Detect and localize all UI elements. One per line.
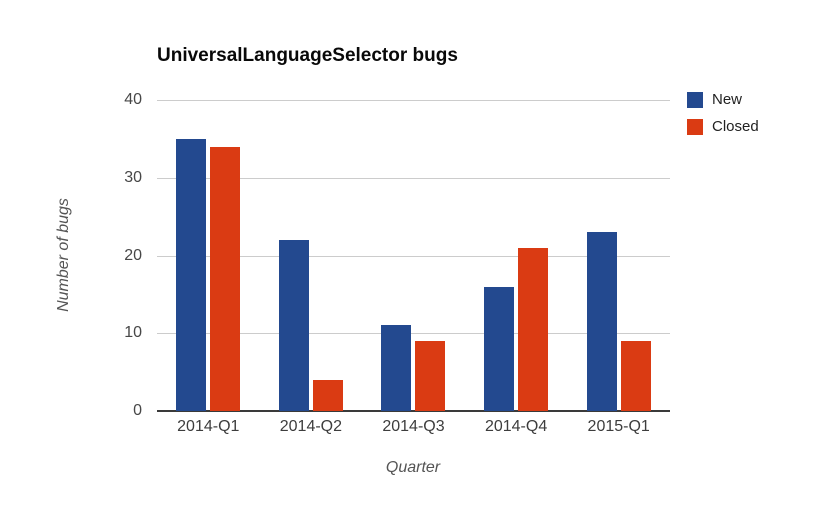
y-tick-label-40: 40	[124, 91, 142, 108]
bar-new-2014-Q1	[176, 138, 207, 411]
legend: New Closed	[687, 91, 759, 145]
x-tick-label-2014-Q2: 2014-Q2	[279, 418, 343, 435]
gridline-40	[157, 100, 670, 101]
gridline-20	[157, 255, 670, 257]
y-tick-label-0: 0	[133, 402, 142, 419]
bar-closed-2014-Q2	[312, 379, 343, 411]
x-axis-title: Quarter	[385, 459, 441, 476]
bar-new-2014-Q3	[381, 325, 412, 411]
bar-new-2014-Q4	[484, 286, 515, 411]
gridline-30	[157, 177, 670, 179]
chart-title: UniversalLanguageSelector bugs	[157, 45, 458, 66]
bar-closed-2014-Q1	[210, 146, 241, 411]
legend-item-new: New	[687, 91, 759, 108]
y-tick-label-20: 20	[124, 246, 142, 264]
x-axis-line	[157, 410, 670, 412]
x-tick-label-2015-Q1: 2015-Q1	[587, 418, 650, 435]
x-tick-label-2014-Q1: 2014-Q1	[177, 418, 240, 435]
bar-closed-2015-Q1	[620, 341, 651, 411]
plot-area	[157, 100, 670, 412]
bar-new-2014-Q2	[278, 239, 309, 411]
bar-group-2015-Q1	[567, 100, 670, 411]
bar-group-2014-Q3	[362, 100, 465, 411]
legend-swatch-closed-icon	[687, 118, 703, 135]
legend-item-closed: Closed	[687, 118, 759, 135]
y-axis-title: Number of bugs	[55, 198, 72, 312]
bar-closed-2014-Q3	[415, 341, 446, 411]
legend-swatch-new-icon	[687, 91, 703, 108]
bar-new-2015-Q1	[586, 232, 617, 411]
bar-group-2014-Q4	[465, 100, 568, 411]
y-tick-label-10: 10	[124, 324, 142, 342]
bar-group-2014-Q1	[157, 100, 260, 411]
x-tick-label-2014-Q3: 2014-Q3	[382, 418, 445, 435]
legend-label-new: New	[712, 91, 743, 108]
y-tick-label-30: 30	[124, 168, 142, 186]
x-tick-label-2014-Q4: 2014-Q4	[484, 418, 548, 435]
gridline-10	[157, 333, 670, 335]
legend-label-closed: Closed	[712, 118, 759, 135]
bar-closed-2014-Q4	[518, 247, 549, 411]
bar-group-2014-Q2	[260, 100, 363, 411]
